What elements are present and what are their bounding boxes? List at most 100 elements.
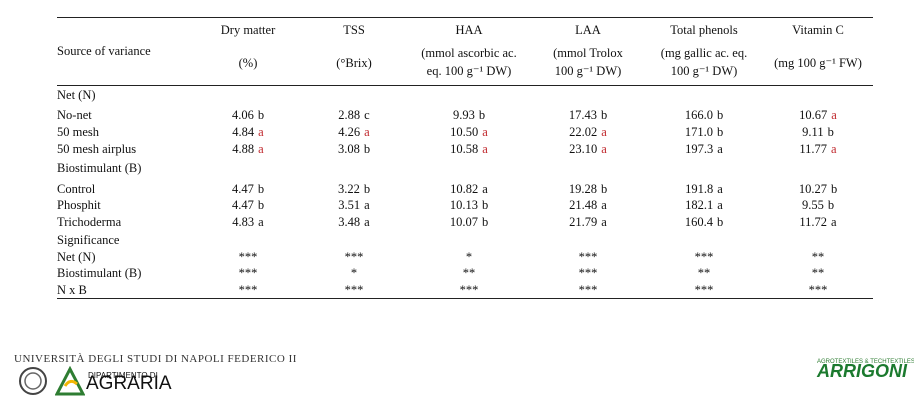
cell-letter: a — [482, 125, 488, 139]
cell-value: 22.02 — [569, 125, 598, 139]
cell-value: 10.50 — [450, 125, 479, 139]
cell: 3.48 a — [338, 215, 369, 229]
cell-value: 10.67 — [799, 108, 828, 122]
significance: ** — [811, 266, 825, 280]
column-header: LAA — [575, 23, 601, 37]
cell: 10.13 b — [450, 198, 488, 212]
cell-value: 4.47 — [231, 198, 254, 212]
cell: 3.51 a — [338, 198, 369, 212]
cell-value: 4.83 — [232, 215, 255, 229]
cell-value: 3.51 — [338, 198, 361, 212]
cell: 4.26 a — [338, 125, 369, 139]
column-unit: (mg gallic ac. eq. — [660, 46, 748, 60]
cell-letter: b — [257, 198, 265, 212]
cell: 10.27 b — [799, 182, 837, 196]
significance: *** — [694, 283, 714, 297]
row-label: No-net — [57, 108, 92, 122]
row-label: 50 mesh — [57, 125, 100, 139]
column-header: Source of variance — [57, 44, 151, 58]
column-header: Dry matter — [220, 23, 276, 37]
sponsor-name: ARRIGONI — [817, 361, 907, 381]
cell: 19.28 b — [569, 182, 607, 196]
cell-value: 23.10 — [569, 142, 598, 156]
cell-letter: b — [363, 142, 371, 156]
cell-letter: a — [831, 142, 837, 156]
cell-value: 171.0 — [684, 125, 713, 139]
cell: 4.88 a — [232, 142, 263, 156]
row-label: Net (N) — [57, 88, 96, 102]
cell-value: 160.4 — [684, 215, 713, 229]
cell-letter: b — [716, 125, 724, 139]
cell-value: 3.48 — [338, 215, 361, 229]
cell-letter: a — [601, 215, 607, 229]
cell-letter: a — [831, 215, 837, 229]
cell-letter: b — [481, 215, 489, 229]
cell-letter: a — [258, 142, 264, 156]
significance: *** — [238, 266, 258, 280]
row-label: Significance — [57, 233, 120, 247]
cell-letter: b — [827, 198, 835, 212]
significance: *** — [808, 283, 828, 297]
cell-letter: b — [257, 182, 265, 196]
significance: ** — [462, 266, 476, 280]
column-header: Vitamin C — [792, 23, 844, 37]
cell-value: 4.88 — [232, 142, 255, 156]
cell: 10.67 a — [799, 108, 837, 122]
cell-letter: a — [364, 215, 370, 229]
cell: 9.11 b — [802, 125, 834, 139]
cell-letter: b — [600, 182, 608, 196]
cell-value: 3.22 — [337, 182, 360, 196]
column-unit: (%) — [238, 56, 258, 70]
cell: 11.72 a — [799, 215, 836, 229]
cell-letter: a — [364, 125, 370, 139]
department-name: AGRARIA — [86, 373, 172, 394]
significance: *** — [344, 283, 364, 297]
cell: 11.77 a — [799, 142, 836, 156]
cell: 9.55 b — [802, 198, 834, 212]
significance: * — [465, 250, 473, 264]
cell-letter: a — [601, 142, 607, 156]
cell: 10.50 a — [450, 125, 488, 139]
cell: 182.1 a — [685, 198, 723, 212]
agraria-icon — [55, 366, 85, 396]
cell-letter: b — [481, 198, 489, 212]
cell-value: 21.48 — [569, 198, 598, 212]
cell-letter: a — [601, 198, 607, 212]
row-label: Biostimulant (B) — [57, 161, 142, 175]
cell-letter: a — [717, 142, 723, 156]
significance: *** — [344, 250, 364, 264]
cell-value: 11.77 — [799, 142, 828, 156]
cell-value: 3.08 — [337, 142, 360, 156]
cell-letter: a — [601, 125, 607, 139]
sponsor-tagline: AGROTEXTILES & TECHTEXTILES — [817, 359, 914, 365]
cell-letter: a — [482, 142, 488, 156]
cell-value: 182.1 — [685, 198, 714, 212]
cell-letter: a — [258, 215, 264, 229]
cell: 160.4 b — [685, 215, 723, 229]
cell-value: 4.26 — [338, 125, 361, 139]
row-label: Phosphit — [57, 198, 101, 212]
cell: 2.88 c — [338, 108, 369, 122]
row-label: Net (N) — [57, 250, 96, 264]
cell: 3.08 b — [338, 142, 370, 156]
cell: 10.58 a — [450, 142, 488, 156]
column-header: HAA — [455, 23, 483, 37]
column-unit: (°Brix) — [336, 56, 372, 70]
cell-value: 21.79 — [569, 215, 598, 229]
cell-value: 2.88 — [338, 108, 361, 122]
cell: 166.0 b — [685, 108, 723, 122]
cell-letter: b — [716, 215, 724, 229]
cell: 21.48 a — [569, 198, 607, 212]
significance: ** — [811, 250, 825, 264]
cell: 197.3 a — [685, 142, 723, 156]
cell: 4.47 b — [232, 198, 264, 212]
column-unit: 100 g⁻¹ DW) — [670, 64, 738, 78]
cell-value: 4.47 — [231, 182, 254, 196]
cell-value: 166.0 — [684, 108, 713, 122]
cell-letter: a — [717, 198, 723, 212]
significance: *** — [578, 283, 598, 297]
significance: ** — [697, 266, 711, 280]
cell-value: 9.11 — [802, 125, 824, 139]
cell-value: 11.72 — [799, 215, 828, 229]
column-unit: 100 g⁻¹ DW) — [554, 64, 622, 78]
